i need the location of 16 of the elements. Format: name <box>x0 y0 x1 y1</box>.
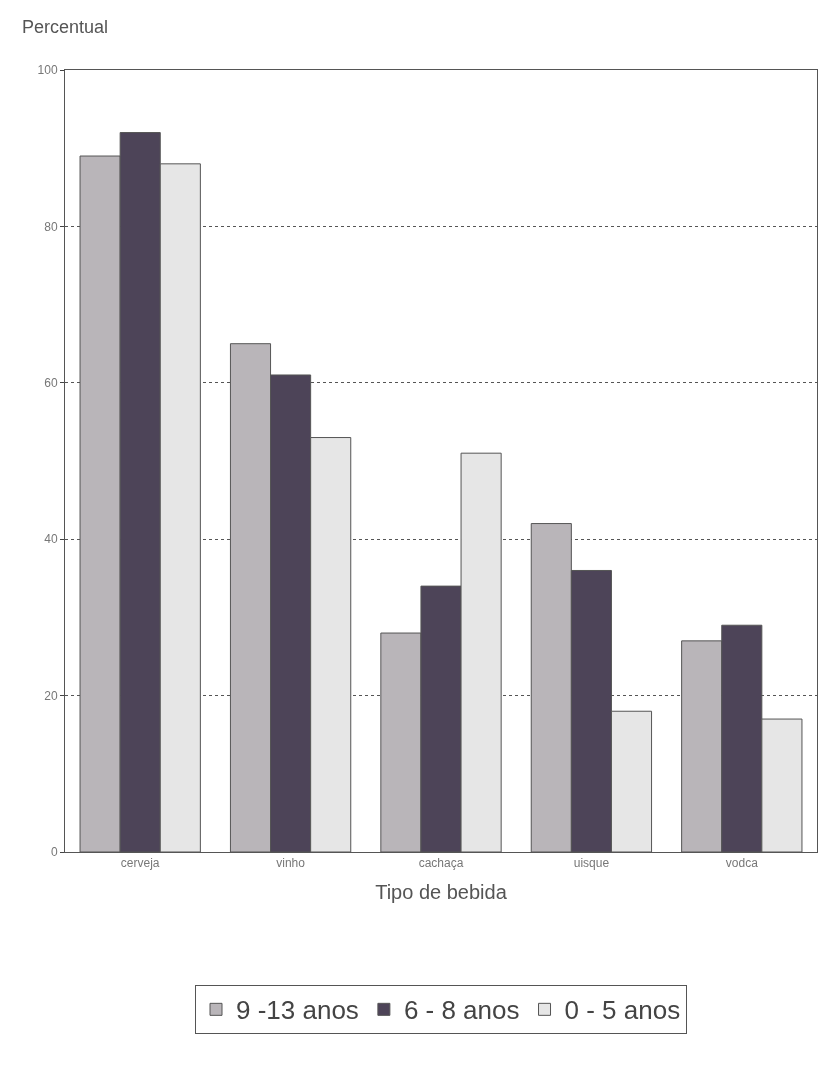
y-tick-label: 20 <box>44 688 58 703</box>
y-axis-title: Percentual <box>22 17 109 37</box>
x-tick-label: uisque <box>573 856 610 871</box>
legend-label: 9 -13 anos <box>236 995 359 1026</box>
y-tick-label: 80 <box>44 219 58 234</box>
y-tick-label: 40 <box>44 532 58 547</box>
x-tick-label: cerveja <box>120 856 160 871</box>
legend-label: 6 - 8 anos <box>403 995 520 1026</box>
x-tick-label: cachaça <box>418 856 464 871</box>
x-tick-label: vodca <box>725 856 759 871</box>
legend-label: 0 - 5 anos <box>564 995 681 1026</box>
y-tick-label: 100 <box>37 63 58 78</box>
y-tick-label: 0 <box>50 845 58 860</box>
x-axis-title: Tipo de bebida <box>375 880 508 903</box>
y-tick-label: 60 <box>44 376 58 390</box>
x-tick-label: vinho <box>276 856 306 871</box>
